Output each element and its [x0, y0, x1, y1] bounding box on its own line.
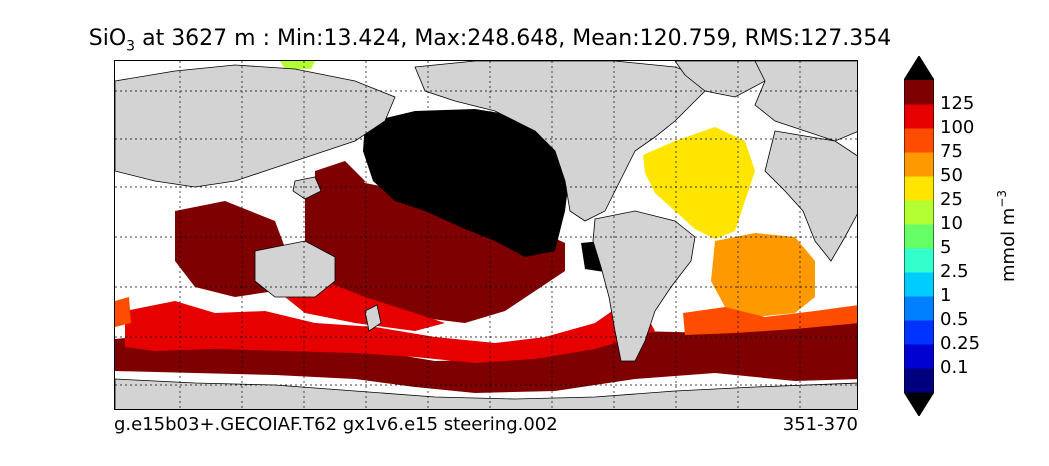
title-main: SiO [88, 26, 127, 51]
land-africa [764, 130, 857, 262]
units-main: mmol m [998, 208, 1019, 282]
title-stats: at 3627 m : Min:13.424, Max:248.648, Mea… [135, 26, 892, 51]
colorbar-extend-max [904, 56, 934, 80]
map-panel [114, 60, 858, 410]
colorbar [904, 56, 934, 416]
arctic-yellowgreen-1 [280, 61, 315, 69]
land-new-zealand [364, 304, 382, 332]
colorbar-swatch [904, 296, 934, 321]
north-atlantic-yellow [643, 127, 755, 239]
southern-ocean-band [115, 321, 857, 393]
map-canvas [115, 61, 857, 409]
land-australia [254, 240, 336, 298]
colorbar-swatch [904, 104, 934, 129]
colorbar-tick-label: 1 [940, 285, 952, 306]
colorbar-tick-label: 75 [940, 141, 963, 162]
land-eurasia-west [115, 64, 396, 188]
units-exponent: −3 [995, 190, 1009, 208]
colorbar-units: mmol m−3 [995, 190, 1019, 282]
colorbar-tick-label: 10 [940, 213, 963, 234]
colorbar-swatch [904, 368, 934, 393]
footer-years: 351-370 [782, 414, 858, 435]
graticule [115, 61, 857, 409]
colorbar-tick-label: 5 [940, 237, 952, 258]
colorbar-tick-label: 0.25 [940, 333, 981, 354]
colorbar-tick-label: 50 [940, 165, 963, 186]
indian-west-orangered [115, 297, 131, 327]
colorbar-tick-label: 2.5 [940, 261, 969, 282]
colorbar-swatch [904, 344, 934, 369]
north-pacific-high [363, 109, 570, 257]
colorbar-swatch [904, 152, 934, 177]
title-subscript: 3 [126, 38, 136, 55]
colorbar-swatch [904, 128, 934, 153]
land-south-america [592, 210, 696, 362]
svg-text:mmol m−3: mmol m−3 [995, 190, 1019, 282]
south-pacific-darkred [305, 181, 565, 323]
land-eurasia-east [754, 61, 857, 142]
footer-case-name: g.e15b03+.GECOIAF.T62 gx1v6.e15 steering… [114, 414, 558, 435]
colorbar-extend-min [904, 392, 934, 416]
colorbar-tick-label: 125 [940, 93, 975, 114]
colorbar-swatch [904, 248, 934, 273]
figure-title: SiO3 at 3627 m : Min:13.424, Max:248.648… [0, 26, 980, 54]
colorbar-tick-label: 0.1 [940, 357, 969, 378]
colorbar-swatch [904, 176, 934, 201]
land-indonesia [292, 176, 322, 200]
south-atlantic-orange [711, 233, 815, 317]
colorbar-tick-label: 100 [940, 117, 975, 138]
colorbar-tick-label: 0.5 [940, 309, 969, 330]
land-greenland [674, 61, 776, 98]
colorbar-swatch [904, 80, 934, 105]
colorbar-swatch [904, 224, 934, 249]
south-atlantic-orangered [683, 305, 857, 335]
colorbar-swatch [904, 320, 934, 345]
south-red-band [125, 301, 655, 363]
colorbar-swatch [904, 200, 934, 225]
colorbar-tick-label: 25 [940, 189, 963, 210]
west-pacific-darkred [315, 161, 365, 221]
colorbar-swatch [904, 272, 934, 297]
